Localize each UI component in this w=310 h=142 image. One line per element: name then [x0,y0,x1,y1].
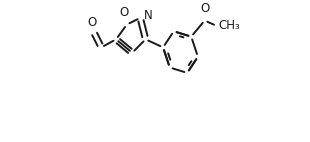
Text: O: O [120,6,129,19]
Text: N: N [144,9,153,22]
Text: O: O [200,2,209,15]
Text: CH₃: CH₃ [218,19,240,32]
Text: O: O [87,16,96,29]
